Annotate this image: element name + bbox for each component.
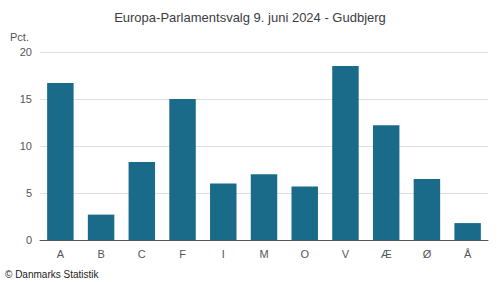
svg-text:V: V [342,248,350,260]
svg-text:M: M [259,248,268,260]
svg-text:Æ: Æ [381,248,392,260]
svg-text:15: 15 [20,93,32,105]
svg-text:© Danmarks Statistik: © Danmarks Statistik [5,269,100,280]
svg-text:20: 20 [20,46,32,58]
svg-text:I: I [222,248,225,260]
svg-text:B: B [97,248,104,260]
svg-text:O: O [300,248,309,260]
svg-text:0: 0 [26,234,32,246]
svg-text:5: 5 [26,187,32,199]
svg-text:F: F [179,248,186,260]
svg-text:10: 10 [20,140,32,152]
svg-text:Å: Å [464,248,472,260]
svg-text:Europa-Parlamentsvalg 9. juni: Europa-Parlamentsvalg 9. juni 2024 - Gud… [114,10,386,25]
svg-text:Ø: Ø [423,248,432,260]
svg-text:A: A [57,248,65,260]
svg-text:Pct.: Pct. [10,31,29,43]
svg-text:C: C [138,248,146,260]
